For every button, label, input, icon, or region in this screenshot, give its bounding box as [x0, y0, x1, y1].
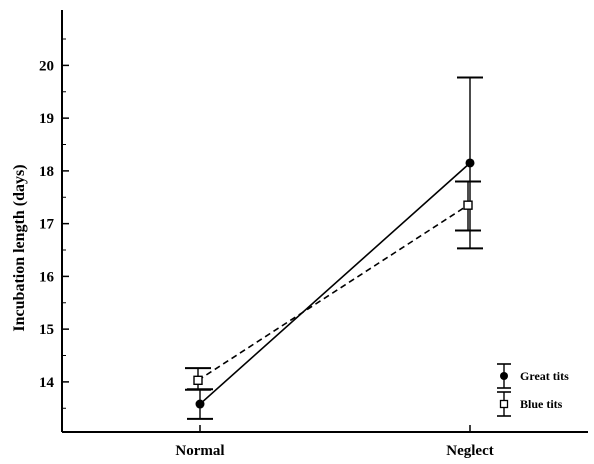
x-tick-label: Normal — [175, 443, 224, 459]
legend-item: Great tits — [497, 364, 569, 388]
data-point — [466, 158, 475, 167]
legend-marker — [501, 401, 508, 408]
x-ticks: Normal Neglect — [175, 425, 493, 459]
y-tick-label: 17 — [39, 217, 55, 233]
legend: Great tits Blue tits — [497, 364, 569, 416]
y-tick-label: 16 — [39, 269, 55, 285]
y-axis-label: Incubation length (days) — [11, 164, 28, 331]
legend-item: Blue tits — [497, 392, 563, 416]
legend-label: Blue tits — [520, 397, 563, 411]
y-tick-label: 14 — [39, 375, 55, 391]
series-line — [200, 163, 470, 404]
y-ticks: 14 15 16 17 18 19 20 — [39, 39, 69, 408]
legend-label: Great tits — [520, 369, 569, 383]
y-tick-label: 19 — [39, 111, 54, 127]
y-tick-label: 15 — [39, 322, 54, 338]
y-tick-label: 20 — [39, 58, 54, 74]
series-great-tits — [187, 78, 483, 419]
x-tick-label: Neglect — [446, 443, 493, 459]
data-point — [196, 400, 205, 409]
axes — [62, 10, 588, 432]
y-tick-label: 18 — [39, 164, 54, 180]
data-point — [194, 376, 202, 384]
legend-marker — [500, 372, 508, 380]
data-point — [464, 201, 472, 209]
series-layer — [185, 78, 483, 419]
series-line — [198, 205, 468, 380]
